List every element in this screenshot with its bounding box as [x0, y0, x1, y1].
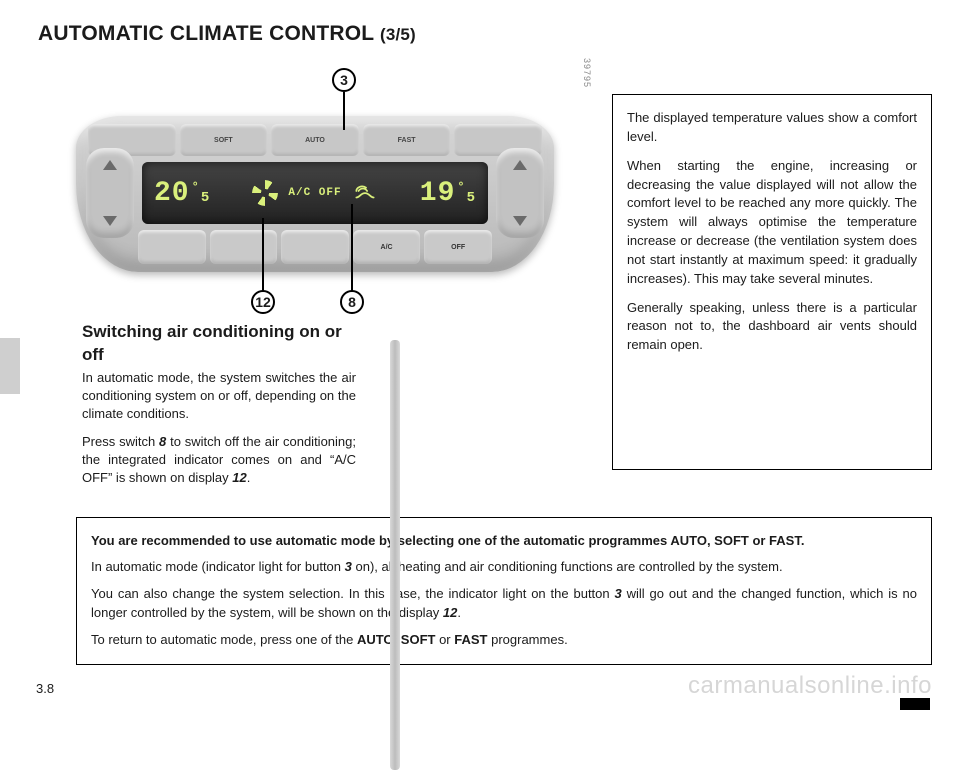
callout-3: 3 — [332, 68, 356, 92]
panel-bot-btn-off: OFF — [424, 230, 492, 264]
airflow-mode-icon — [352, 178, 378, 209]
panel-top-btn-auto: AUTO — [271, 124, 359, 156]
climate-panel-figure: 39795 3 12 8 SOFT AUTO FAST — [36, 52, 596, 310]
rbox-p3: Generally speaking, unless there is a pa… — [627, 299, 917, 356]
lcd-temp-right: 19°5 — [420, 178, 476, 209]
panel-bot-btn-ac: A/C — [353, 230, 421, 264]
panel-bot-btn-3 — [281, 230, 349, 264]
left-heading: Switching air conditioning on or off — [82, 320, 356, 367]
info-box-right: The displayed temperature values show a … — [612, 94, 932, 470]
callout-8: 8 — [340, 290, 364, 314]
bbox-p3: You can also change the system selection… — [91, 585, 917, 623]
lcd-ac-off: A/C OFF — [288, 187, 341, 199]
watermark: carmanualsonline.info — [688, 672, 932, 700]
section-side-tab — [0, 338, 20, 394]
left-p2: Press switch 8 to switch off the air con… — [82, 433, 356, 487]
leader-8 — [351, 204, 353, 292]
callout-12: 12 — [251, 290, 275, 314]
left-column: 39795 3 12 8 SOFT AUTO FAST — [36, 52, 596, 497]
left-text-block: Switching air conditioning on or off In … — [36, 310, 356, 487]
climate-control-panel: SOFT AUTO FAST 20°5 A/C OFF — [76, 116, 554, 272]
rbox-p2: When starting the engine, increasing or … — [627, 157, 917, 289]
leader-12 — [262, 218, 264, 292]
fan-icon — [252, 180, 278, 206]
page-title: AUTOMATIC CLIMATE CONTROL (3/5) — [38, 22, 924, 46]
panel-top-btn-soft: SOFT — [180, 124, 268, 156]
bbox-p1: You are recommended to use automatic mod… — [91, 532, 917, 551]
column-divider-bar — [390, 340, 400, 770]
leader-3 — [343, 92, 345, 130]
page-number: 3.8 — [36, 681, 54, 696]
panel-bot-btn-1 — [138, 230, 206, 264]
lcd-mid: A/C OFF — [252, 178, 377, 209]
page-corner-tab — [900, 698, 930, 710]
page-title-part: (3/5) — [380, 25, 416, 44]
info-box-bottom: You are recommended to use automatic mod… — [76, 517, 932, 665]
left-p1: In automatic mode, the system switches t… — [82, 369, 356, 423]
bbox-p4: To return to automatic mode, press one o… — [91, 631, 917, 650]
rbox-p1: The displayed temperature values show a … — [627, 109, 917, 147]
lcd-temp-left: 20°5 — [154, 178, 210, 209]
panel-bot-btn-2 — [210, 230, 278, 264]
temp-rocker-right — [496, 148, 544, 238]
temp-rocker-left — [86, 148, 134, 238]
panel-button-row-bottom: A/C OFF — [138, 230, 492, 264]
content-grid: 39795 3 12 8 SOFT AUTO FAST — [36, 52, 924, 665]
panel-top-btn-fast: FAST — [363, 124, 451, 156]
page-title-main: AUTOMATIC CLIMATE CONTROL — [38, 22, 374, 45]
right-column: The displayed temperature values show a … — [612, 52, 932, 497]
bbox-p2: In automatic mode (indicator light for b… — [91, 558, 917, 577]
lcd-display: 20°5 A/C OFF 19°5 — [142, 162, 488, 224]
panel-button-row-top: SOFT AUTO FAST — [88, 124, 542, 156]
figure-code: 39795 — [582, 58, 592, 88]
